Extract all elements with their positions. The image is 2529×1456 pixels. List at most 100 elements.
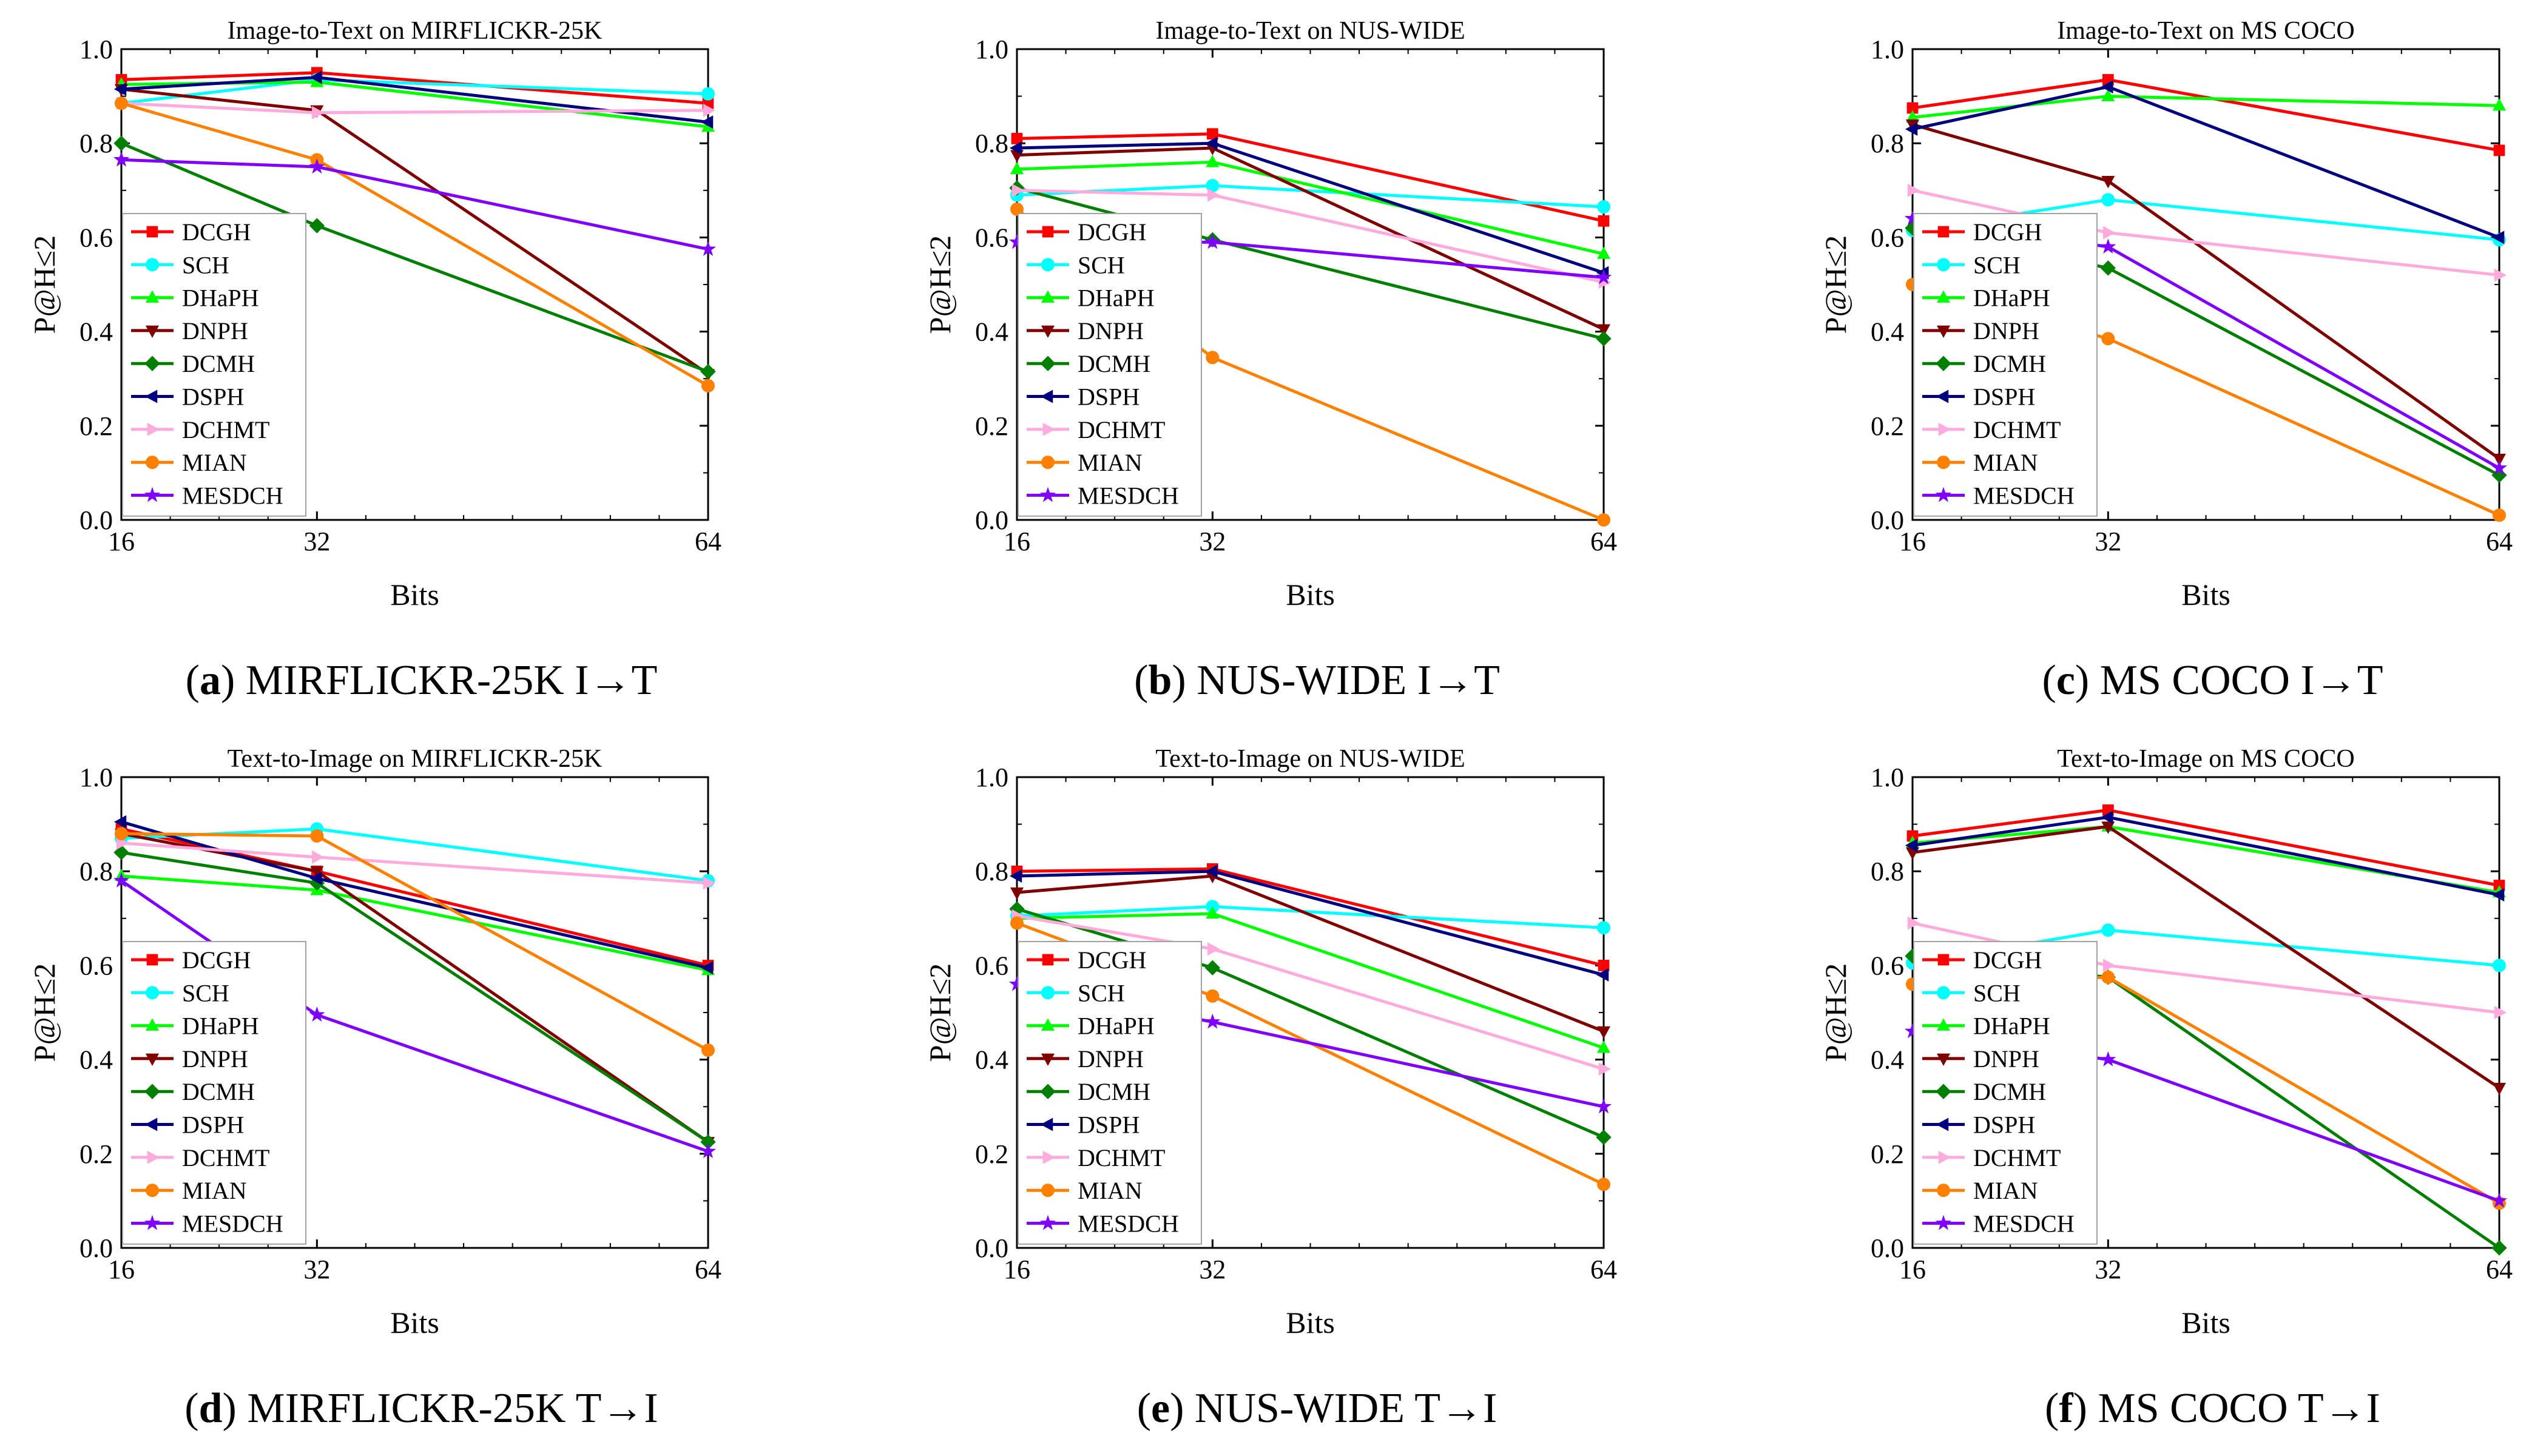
y-axis-label: P@H≤2 <box>923 235 957 334</box>
data-point-mesdch <box>113 151 130 167</box>
data-point-dchmt <box>1907 916 1920 930</box>
data-point-dcgh <box>1011 133 1023 144</box>
data-point-mesdch <box>309 158 325 174</box>
data-point-mesdch <box>2100 1051 2116 1067</box>
x-axis-label: Bits <box>390 1306 439 1340</box>
legend: DCGH SCH DHaPH DNPH DCMH DSPH DCHMT MIAN MESDCH <box>122 941 306 1245</box>
legend-label-dnph: DNPH <box>1973 317 2039 345</box>
data-point-mian <box>1206 351 1220 365</box>
x-tick-label: 16 <box>1004 527 1030 556</box>
data-point-dcgh <box>1598 960 1610 971</box>
data-point-dnph <box>2101 821 2115 834</box>
data-point-dsph <box>1009 869 1022 883</box>
legend-label-dchmt: DCHMT <box>182 1144 269 1171</box>
x-tick-label: 32 <box>303 1255 330 1284</box>
legend-marker-dnph <box>146 325 159 338</box>
legend-label-dsph: DSPH <box>1973 383 2035 411</box>
legend-label-mian: MIAN <box>1973 449 2038 476</box>
x-axis-label: Bits <box>390 578 439 612</box>
legend-label-dcmh: DCMH <box>1078 350 1150 377</box>
caption-letter: b <box>1148 657 1172 704</box>
legend-marker-sch <box>146 986 159 1000</box>
y-tick-label: 0.2 <box>1871 411 1904 441</box>
legend: DCGH SCH DHaPH DNPH DCMH DSPH DCHMT MIAN MESDCH <box>1018 941 1202 1245</box>
legend-label-sch: SCH <box>1078 251 1125 278</box>
x-tick-label: 64 <box>695 527 721 556</box>
subfigure-caption: (d) MIRFLICKR-25K T→I <box>184 1385 658 1432</box>
y-tick-label: 0.6 <box>1871 951 1904 980</box>
data-point-dsph <box>1596 968 1609 982</box>
data-point-dsph <box>1905 838 1918 852</box>
y-tick-label: 0.0 <box>1871 505 1904 535</box>
legend-label-dhaph: DHaPH <box>1078 1013 1155 1040</box>
x-tick-label: 32 <box>2095 1255 2121 1284</box>
data-point-sch <box>1597 921 1610 935</box>
data-point-dsph <box>309 70 322 84</box>
data-point-mesdch <box>1595 269 1612 285</box>
legend-label-dhaph: DHaPH <box>1973 285 2050 312</box>
legend-label-dsph: DSPH <box>1973 1111 2035 1139</box>
legend: DCGH SCH DHaPH DNPH DCMH DSPH DCHMT MIAN MESDCH <box>1018 213 1202 517</box>
legend-label-mesdch: MESDCH <box>182 1210 283 1237</box>
data-point-mesdch <box>2100 238 2116 254</box>
data-point-dhaph <box>1010 161 1024 175</box>
data-point-mian <box>2493 508 2506 522</box>
legend-label-dcmh: DCMH <box>1973 350 2046 377</box>
legend-label-dchmt: DCHMT <box>1973 416 2061 443</box>
caption-text: MIRFLICKR-25K I→T <box>245 657 658 704</box>
data-point-dcmh <box>700 363 716 380</box>
data-point-dsph <box>2491 231 2505 244</box>
data-point-dcmh <box>2100 260 2116 276</box>
series-mesdch <box>113 151 717 256</box>
series-line-dchmt <box>121 841 709 885</box>
y-tick-label: 0.8 <box>975 857 1008 886</box>
legend-label-mian: MIAN <box>1078 1177 1143 1204</box>
data-point-dchmt <box>1207 942 1220 956</box>
legend-label-mian: MIAN <box>1973 1177 2038 1204</box>
legend-label-mian: MIAN <box>1078 449 1143 476</box>
caption-letter: d <box>198 1385 223 1432</box>
data-point-dchmt <box>703 876 716 890</box>
data-point-dsph <box>113 815 127 829</box>
legend-label-dchmt: DCHMT <box>1078 1144 1165 1171</box>
legend-marker-dhaph <box>1041 1018 1055 1031</box>
data-point-mian <box>115 96 128 110</box>
series-dsph <box>1009 864 1609 982</box>
data-point-dcmh <box>113 844 129 860</box>
legend-marker-dchmt <box>1042 1150 1056 1164</box>
y-tick-label: 1.0 <box>79 35 113 64</box>
legend-marker-mian <box>146 1184 159 1198</box>
data-point-mian <box>310 829 324 843</box>
data-point-dcmh <box>1204 960 1220 976</box>
x-axis-label: Bits <box>1286 578 1335 612</box>
legend-marker-dsph <box>1936 1117 1949 1131</box>
y-tick-label: 0.8 <box>1871 129 1904 158</box>
caption-text: MS COCO I→T <box>2099 657 2383 704</box>
y-tick-label: 1.0 <box>975 763 1008 792</box>
subfigure-caption: (f) MS COCO T→I <box>2045 1385 2380 1432</box>
legend-marker-dnph <box>1041 325 1055 338</box>
subfigure-caption: (b) NUS-WIDE I→T <box>1134 657 1500 704</box>
data-point-dsph <box>1205 864 1218 878</box>
legend-label-dchmt: DCHMT <box>182 416 269 443</box>
legend-marker-dchmt <box>1938 1150 1951 1164</box>
series-dchmt <box>1907 916 2507 1019</box>
data-point-dhaph <box>1206 155 1220 167</box>
legend-marker-dcmh <box>1936 356 1951 371</box>
legend-marker-dcgh <box>146 954 158 966</box>
data-point-dnph <box>1010 887 1024 900</box>
chart-e: Text-to-Image on NUS-WIDE 0.0 0.2 0.4 0.6 0.8… <box>923 745 1617 1340</box>
data-point-dcgh <box>2493 144 2505 157</box>
data-point-dhaph <box>2101 89 2115 101</box>
legend-marker-dsph <box>1040 389 1053 403</box>
legend-label-sch: SCH <box>182 251 229 278</box>
caption-text: NUS-WIDE T→I <box>1194 1385 1497 1432</box>
x-tick-label: 32 <box>303 527 330 556</box>
chart-b: Image-to-Text on NUS-WIDE 0.0 0.2 0.4 0.6 0.8… <box>923 17 1617 612</box>
data-point-mian <box>2101 970 2115 984</box>
legend-marker-mian <box>146 456 159 470</box>
chart-title: Image-to-Text on MS COCO <box>2057 17 2355 45</box>
series-dsph <box>113 815 714 975</box>
legend-label-dhaph: DHaPH <box>182 1013 259 1040</box>
x-tick-label: 16 <box>1899 1255 1926 1284</box>
